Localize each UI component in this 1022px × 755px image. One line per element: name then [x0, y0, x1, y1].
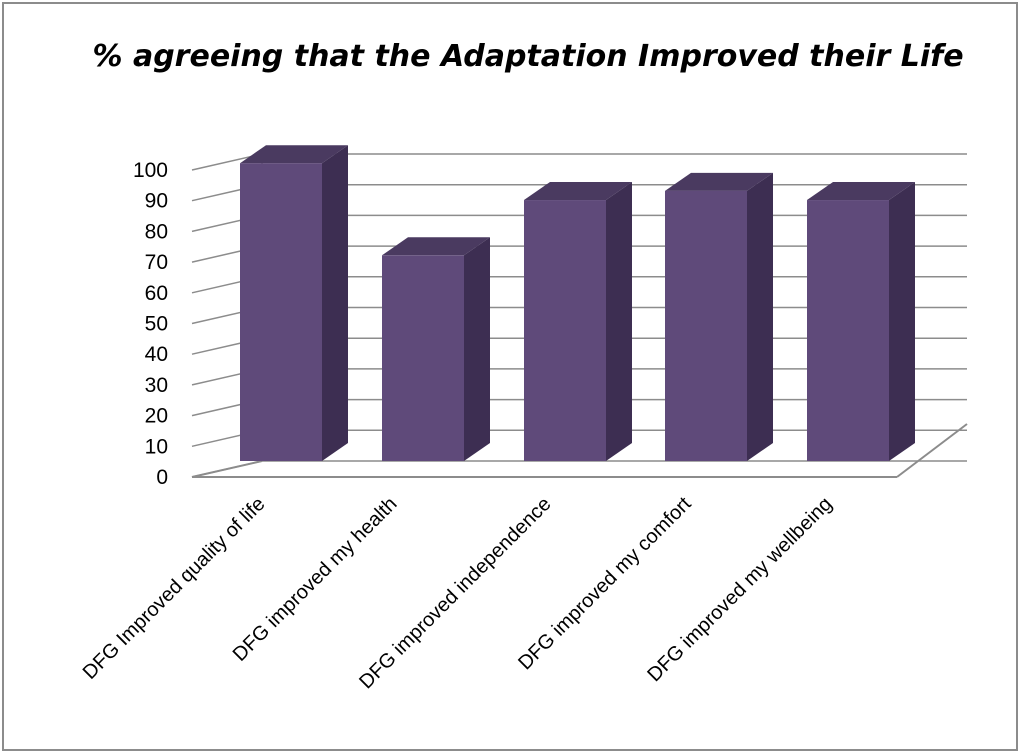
bar	[807, 182, 915, 462]
gridline-side	[191, 460, 263, 478]
bar-side-face	[889, 182, 915, 462]
bar	[382, 237, 490, 461]
bars	[240, 145, 915, 462]
y-tick-label: 60	[145, 282, 168, 305]
y-tick-label: 70	[145, 251, 168, 274]
y-tick-label: 40	[145, 343, 168, 366]
bar-top-face	[665, 172, 773, 191]
bar	[665, 172, 773, 461]
y-tick-label: 80	[145, 220, 168, 243]
bar-side-face	[606, 182, 632, 462]
y-tick-label: 20	[145, 405, 168, 428]
y-tick-label: 100	[133, 159, 168, 182]
bar-front-face	[665, 190, 747, 461]
floor-right-edge	[896, 423, 968, 478]
bar-side-face	[322, 145, 348, 461]
bar-front-face	[240, 163, 322, 461]
bar-front-face	[524, 200, 606, 462]
bar-front-face	[807, 200, 889, 462]
chart-title: % agreeing that the Adaptation Improved …	[92, 39, 963, 74]
y-tick-label: 0	[156, 466, 168, 489]
bar-top-face	[524, 182, 632, 201]
bar	[524, 182, 632, 462]
bar-side-face	[464, 237, 490, 461]
bar-side-face	[747, 172, 773, 461]
y-tick-label: 10	[145, 435, 168, 458]
y-tick-label: 50	[145, 313, 168, 336]
y-axis-ticks: 0 10 20 30 40 50 60 70 80 90 100	[133, 159, 168, 489]
bar-top-face	[382, 237, 490, 256]
y-tick-label: 30	[145, 374, 168, 397]
bar	[240, 145, 348, 461]
bar-top-face	[807, 182, 915, 201]
y-tick-label: 90	[145, 190, 168, 213]
bar-top-face	[240, 145, 348, 164]
bar-front-face	[382, 255, 464, 461]
